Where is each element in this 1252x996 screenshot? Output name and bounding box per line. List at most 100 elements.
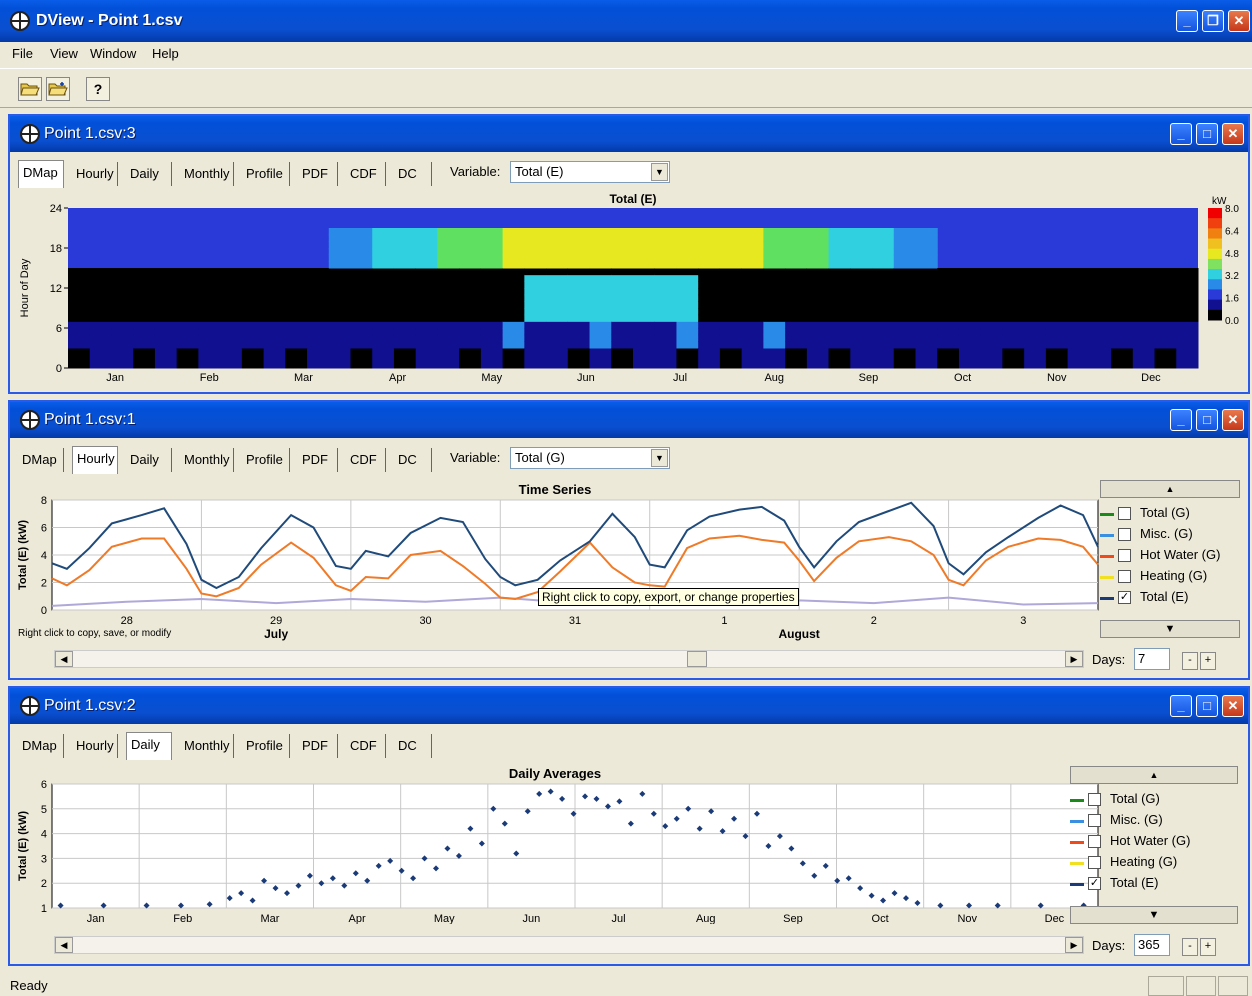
days-increment-button[interactable]: + bbox=[1200, 938, 1216, 956]
variable-select[interactable]: Total (G) ▼ bbox=[510, 447, 670, 469]
legend-checkbox[interactable] bbox=[1118, 507, 1131, 520]
tab-dmap[interactable]: DMap bbox=[18, 448, 64, 472]
days-input[interactable]: 7 bbox=[1134, 648, 1170, 670]
close-button[interactable]: ✕ bbox=[1222, 123, 1244, 145]
heatmap-cell bbox=[611, 334, 634, 342]
tab-dmap[interactable]: DMap bbox=[18, 734, 64, 758]
scroll-right-button[interactable]: ▶ bbox=[1065, 937, 1083, 953]
heatmap-cell bbox=[285, 314, 308, 322]
tab-daily[interactable]: Daily bbox=[126, 162, 172, 186]
tab-cdf[interactable]: CDF bbox=[346, 162, 386, 186]
maximize-button[interactable]: □ bbox=[1196, 695, 1218, 717]
legend-item[interactable]: Misc. (G) bbox=[1100, 525, 1240, 545]
legend-item[interactable]: ✓ Total (E) bbox=[1070, 874, 1210, 894]
legend-item[interactable]: Hot Water (G) bbox=[1100, 546, 1240, 566]
tab-daily[interactable]: Daily bbox=[126, 732, 172, 760]
minimize-button[interactable]: _ bbox=[1170, 695, 1192, 717]
tab-dmap[interactable]: DMap bbox=[18, 160, 64, 188]
tab-hourly[interactable]: Hourly bbox=[72, 446, 118, 474]
minimize-button[interactable]: _ bbox=[1176, 10, 1198, 32]
scroll-thumb[interactable] bbox=[687, 651, 707, 667]
tab-dc[interactable]: DC bbox=[394, 162, 432, 186]
tab-cdf[interactable]: CDF bbox=[346, 734, 386, 758]
open-folder-icon[interactable] bbox=[18, 77, 42, 101]
days-decrement-button[interactable]: - bbox=[1182, 652, 1198, 670]
tab-dc[interactable]: DC bbox=[394, 448, 432, 472]
menu-view[interactable]: View bbox=[50, 46, 78, 61]
tab-pdf[interactable]: PDF bbox=[298, 448, 338, 472]
tab-pdf[interactable]: PDF bbox=[298, 162, 338, 186]
tab-hourly[interactable]: Hourly bbox=[72, 734, 118, 758]
tab-monthly[interactable]: Monthly bbox=[180, 734, 234, 758]
close-button[interactable]: ✕ bbox=[1222, 409, 1244, 431]
legend-item[interactable]: Total (G) bbox=[1070, 790, 1210, 810]
horizontal-scrollbar[interactable]: ◀ ▶ bbox=[54, 650, 1084, 668]
heatmap-cell bbox=[806, 354, 830, 362]
tab-monthly[interactable]: Monthly bbox=[180, 448, 234, 472]
tab-daily[interactable]: Daily bbox=[126, 448, 172, 472]
tab-profile[interactable]: Profile bbox=[242, 734, 290, 758]
legend-checkbox[interactable] bbox=[1088, 856, 1101, 869]
help-icon[interactable]: ? bbox=[86, 77, 110, 101]
legend-checkbox[interactable]: ✓ bbox=[1118, 591, 1131, 604]
legend-scroll-up-button[interactable]: ▲ bbox=[1070, 766, 1238, 784]
legend-checkbox[interactable] bbox=[1088, 835, 1101, 848]
legend-checkbox[interactable] bbox=[1118, 549, 1131, 562]
tab-profile[interactable]: Profile bbox=[242, 162, 290, 186]
close-button[interactable]: ✕ bbox=[1228, 10, 1250, 32]
heatmap-cell bbox=[763, 314, 786, 322]
scroll-left-button[interactable]: ◀ bbox=[55, 937, 73, 953]
close-button[interactable]: ✕ bbox=[1222, 695, 1244, 717]
time-series-chart[interactable]: Time Series Total (E) (kW) 0 2 4 6 8 28 29 30 31 1 2… bbox=[14, 476, 1100, 648]
menu-window[interactable]: Window bbox=[90, 46, 137, 61]
menu-help[interactable]: Help bbox=[152, 46, 179, 61]
legend-scroll-down-button[interactable]: ▼ bbox=[1070, 906, 1238, 924]
days-input[interactable]: 365 bbox=[1134, 934, 1170, 956]
legend-scroll-up-button[interactable]: ▲ bbox=[1100, 480, 1240, 498]
legend-item[interactable]: Heating (G) bbox=[1070, 853, 1210, 873]
days-decrement-button[interactable]: - bbox=[1182, 938, 1198, 956]
scroll-left-button[interactable]: ◀ bbox=[55, 651, 73, 667]
x-tick-label: Jul bbox=[612, 913, 626, 924]
minimize-button[interactable]: _ bbox=[1170, 409, 1192, 431]
legend-checkbox[interactable] bbox=[1088, 814, 1101, 827]
tab-cdf[interactable]: CDF bbox=[346, 448, 386, 472]
legend-item[interactable]: Heating (G) bbox=[1100, 567, 1240, 587]
heatmap-cell bbox=[698, 288, 721, 296]
restore-button[interactable]: ❐ bbox=[1202, 10, 1224, 32]
tab-hourly[interactable]: Hourly bbox=[72, 162, 118, 186]
menu-file[interactable]: File bbox=[12, 46, 33, 61]
heatmap-cell bbox=[89, 288, 112, 296]
heatmap-cell bbox=[68, 301, 91, 309]
days-increment-button[interactable]: + bbox=[1200, 652, 1216, 670]
tab-profile[interactable]: Profile bbox=[242, 448, 290, 472]
legend-checkbox[interactable] bbox=[1118, 570, 1131, 583]
legend-item[interactable]: Total (G) bbox=[1100, 504, 1240, 524]
tab-dc[interactable]: DC bbox=[394, 734, 432, 758]
legend-checkbox[interactable]: ✓ bbox=[1088, 877, 1101, 890]
legend-item[interactable]: ✓ Total (E) bbox=[1100, 588, 1240, 608]
heatmap-cell bbox=[806, 241, 830, 249]
legend-item[interactable]: Hot Water (G) bbox=[1070, 832, 1210, 852]
maximize-button[interactable]: □ bbox=[1196, 409, 1218, 431]
minimize-button[interactable]: _ bbox=[1170, 123, 1192, 145]
legend-checkbox[interactable] bbox=[1088, 793, 1101, 806]
tab-monthly[interactable]: Monthly bbox=[180, 162, 234, 186]
heatmap-cell bbox=[1132, 321, 1156, 329]
tab-pdf[interactable]: PDF bbox=[298, 734, 338, 758]
legend-item[interactable]: Misc. (G) bbox=[1070, 811, 1210, 831]
horizontal-scrollbar[interactable]: ◀ ▶ bbox=[54, 936, 1084, 954]
legend-checkbox[interactable] bbox=[1118, 528, 1131, 541]
heatmap-cell bbox=[1111, 348, 1134, 356]
heatmap-chart[interactable]: Total (E) Hour of Day 0 6 12 18 24 Jan Feb Mar Apr… bbox=[14, 190, 1244, 390]
maximize-button[interactable]: □ bbox=[1196, 123, 1218, 145]
heatmap-cell bbox=[589, 341, 612, 349]
open-folder-add-icon[interactable] bbox=[46, 77, 70, 101]
daily-averages-chart[interactable]: Daily Averages Total (E) (kW) 1 2 3 4 5 6 Jan Feb… bbox=[14, 762, 1100, 924]
legend-scroll-down-button[interactable]: ▼ bbox=[1100, 620, 1240, 638]
x-tick-label: 30 bbox=[419, 615, 431, 627]
heatmap-cell bbox=[1089, 328, 1112, 336]
heatmap-cell bbox=[459, 321, 482, 329]
scroll-right-button[interactable]: ▶ bbox=[1065, 651, 1083, 667]
variable-select[interactable]: Total (E) ▼ bbox=[510, 161, 670, 183]
